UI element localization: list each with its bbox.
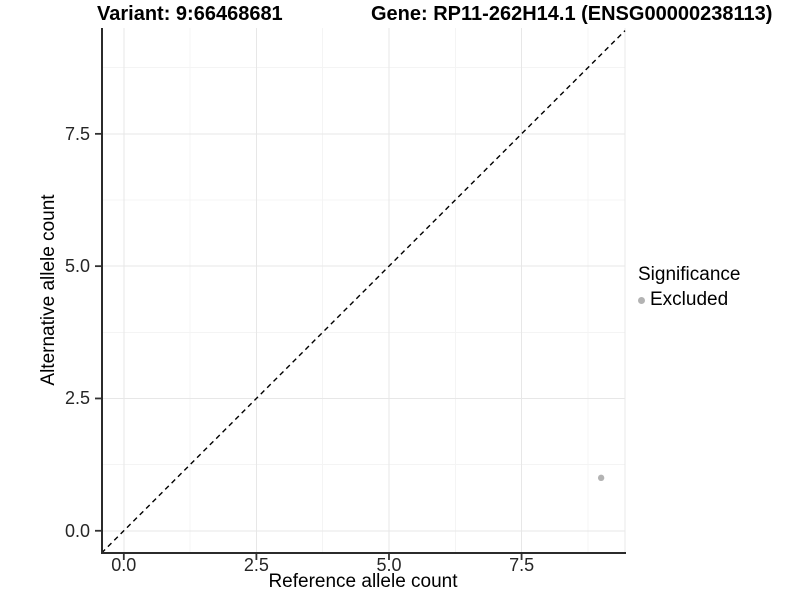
legend: Significance Excluded bbox=[638, 264, 740, 311]
identity-dashed-line bbox=[101, 30, 626, 554]
data-point bbox=[597, 474, 605, 482]
plot-title-gene: Gene: RP11-262H14.1 (ENSG00000238113) bbox=[371, 3, 773, 25]
y-tick-label: 2.5 bbox=[64, 388, 90, 409]
x-tick-label: 0.0 bbox=[111, 555, 137, 575]
x-tick-label: 7.5 bbox=[509, 555, 535, 575]
legend-title: Significance bbox=[638, 264, 741, 285]
x-tick-label: 2.5 bbox=[243, 555, 269, 575]
y-tick-label: 7.5 bbox=[64, 123, 90, 144]
legend-item-label: Excluded bbox=[650, 289, 729, 310]
y-tick-label: 5.0 bbox=[64, 256, 90, 277]
plot-title-variant: Variant: 9:66468681 bbox=[97, 3, 283, 25]
x-tick-label: 5.0 bbox=[376, 555, 402, 575]
x-axis-title: Reference allele count bbox=[268, 571, 458, 592]
legend-item-excluded: Excluded bbox=[638, 289, 740, 311]
y-tick-label: 0.0 bbox=[64, 520, 90, 541]
legend-marker-dot bbox=[638, 296, 645, 304]
